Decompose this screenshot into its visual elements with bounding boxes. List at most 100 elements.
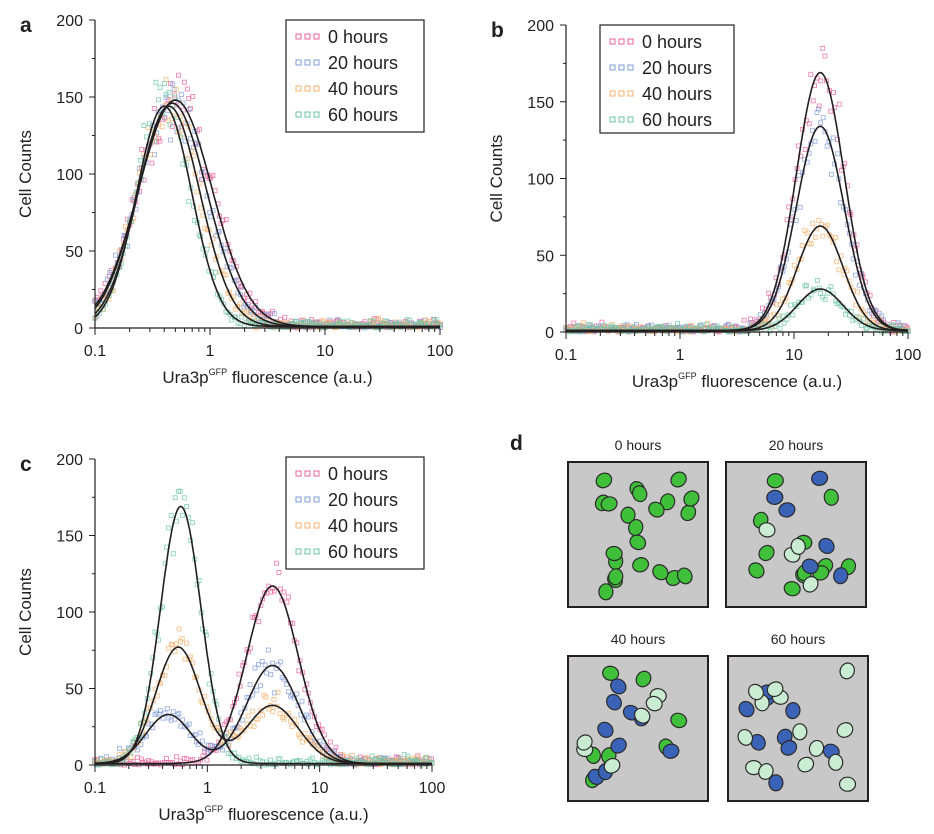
cell bbox=[683, 490, 700, 507]
cell bbox=[766, 489, 784, 506]
legend-marker bbox=[304, 496, 311, 503]
legend-entry: 20 hours bbox=[642, 58, 712, 78]
data-point bbox=[220, 747, 226, 753]
x-tick-label: 100 bbox=[427, 343, 454, 360]
data-point bbox=[818, 78, 824, 84]
data-point bbox=[241, 727, 247, 733]
legend-entry: 20 hours bbox=[328, 490, 398, 510]
data-point bbox=[186, 199, 192, 205]
cell bbox=[576, 734, 593, 751]
data-point bbox=[836, 101, 842, 107]
cell bbox=[635, 670, 652, 688]
cell bbox=[608, 568, 624, 586]
data-point bbox=[276, 570, 282, 575]
data-point bbox=[863, 326, 869, 332]
data-point bbox=[816, 285, 822, 291]
data-point bbox=[172, 94, 178, 100]
cell bbox=[670, 471, 687, 488]
x-tick-label: 1 bbox=[203, 780, 212, 797]
legend-entry: 0 hours bbox=[328, 464, 388, 484]
cell bbox=[648, 501, 665, 518]
data-point bbox=[705, 320, 711, 326]
data-point bbox=[163, 77, 169, 82]
data-point bbox=[265, 647, 271, 653]
cell bbox=[738, 700, 755, 718]
cell bbox=[778, 502, 796, 518]
legend-marker bbox=[627, 90, 634, 97]
data-point bbox=[286, 689, 291, 695]
data-point bbox=[820, 115, 826, 121]
fit-curve-3 bbox=[94, 105, 440, 328]
data-point bbox=[176, 711, 182, 716]
cell bbox=[600, 496, 618, 512]
data-point bbox=[836, 267, 842, 273]
data-point bbox=[263, 694, 269, 700]
data-point bbox=[151, 106, 157, 111]
panel-d: d 0 hours 20 hours 40 hours 60 hours bbox=[510, 432, 869, 802]
data-point bbox=[339, 752, 345, 758]
panel-label: b bbox=[491, 19, 504, 42]
cell bbox=[750, 733, 766, 751]
data-point bbox=[166, 525, 171, 531]
cell bbox=[737, 728, 754, 746]
data-point bbox=[271, 696, 277, 702]
legend-marker bbox=[295, 33, 302, 40]
data-point bbox=[170, 81, 176, 87]
data-point bbox=[141, 123, 147, 129]
x-axis-label-main: Ura3p bbox=[632, 372, 678, 391]
legend-marker bbox=[304, 85, 311, 92]
data-point bbox=[164, 706, 170, 712]
cell bbox=[766, 681, 784, 698]
fit-curve-3 bbox=[95, 505, 432, 765]
data-point bbox=[810, 98, 816, 104]
data-point bbox=[367, 318, 373, 324]
cell bbox=[801, 558, 819, 575]
legend-marker bbox=[618, 116, 625, 123]
data-point bbox=[206, 681, 212, 687]
data-point bbox=[808, 241, 814, 247]
y-tick-label: 50 bbox=[536, 248, 554, 265]
cell bbox=[603, 757, 621, 774]
data-point bbox=[774, 302, 780, 308]
data-point bbox=[271, 588, 277, 594]
data-point bbox=[190, 94, 196, 99]
y-axis-label: Cell Counts bbox=[16, 130, 35, 218]
data-point bbox=[173, 754, 179, 760]
fit-curves bbox=[566, 71, 909, 332]
y-tick-label: 150 bbox=[56, 529, 83, 546]
legend-marker bbox=[627, 38, 634, 45]
fit-curve-0 bbox=[94, 99, 440, 328]
data-point bbox=[227, 312, 233, 317]
x-axis-label: Ura3pGFP fluorescence (a.u.) bbox=[158, 804, 368, 824]
legend-marker bbox=[304, 470, 311, 477]
data-point bbox=[113, 252, 118, 258]
data-point bbox=[142, 732, 148, 738]
series-markers-1 bbox=[563, 106, 911, 335]
data-point bbox=[256, 662, 261, 667]
data-point bbox=[223, 217, 229, 223]
panel-label: d bbox=[510, 432, 523, 455]
data-point bbox=[824, 222, 830, 228]
data-point bbox=[147, 121, 153, 127]
data-point bbox=[831, 90, 836, 96]
y-tick-label: 150 bbox=[527, 95, 554, 112]
y-tick-label: 0 bbox=[74, 758, 83, 775]
data-point bbox=[245, 303, 251, 309]
fit-curve-3 bbox=[566, 288, 908, 332]
cell bbox=[797, 756, 815, 773]
data-point bbox=[168, 513, 174, 518]
data-point bbox=[296, 668, 302, 674]
data-point bbox=[237, 301, 243, 307]
data-point bbox=[252, 665, 258, 671]
data-point bbox=[818, 120, 823, 126]
cell bbox=[758, 763, 774, 780]
cell bbox=[633, 707, 651, 724]
panel-label: c bbox=[20, 453, 32, 476]
data-point bbox=[254, 687, 260, 693]
data-point bbox=[98, 756, 104, 762]
data-point bbox=[814, 278, 820, 283]
data-point bbox=[172, 495, 178, 501]
data-point bbox=[189, 520, 195, 526]
data-point bbox=[198, 205, 204, 211]
legend-marker bbox=[313, 111, 320, 118]
